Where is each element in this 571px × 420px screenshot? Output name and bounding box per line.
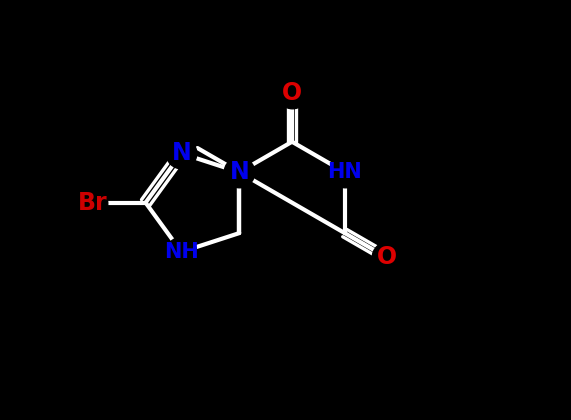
Text: O: O — [376, 245, 397, 269]
Text: N: N — [230, 160, 249, 184]
Text: NH: NH — [164, 242, 199, 262]
Text: N: N — [171, 142, 191, 165]
Text: HN: HN — [327, 162, 362, 182]
Text: O: O — [282, 81, 302, 105]
Text: Br: Br — [78, 191, 107, 215]
